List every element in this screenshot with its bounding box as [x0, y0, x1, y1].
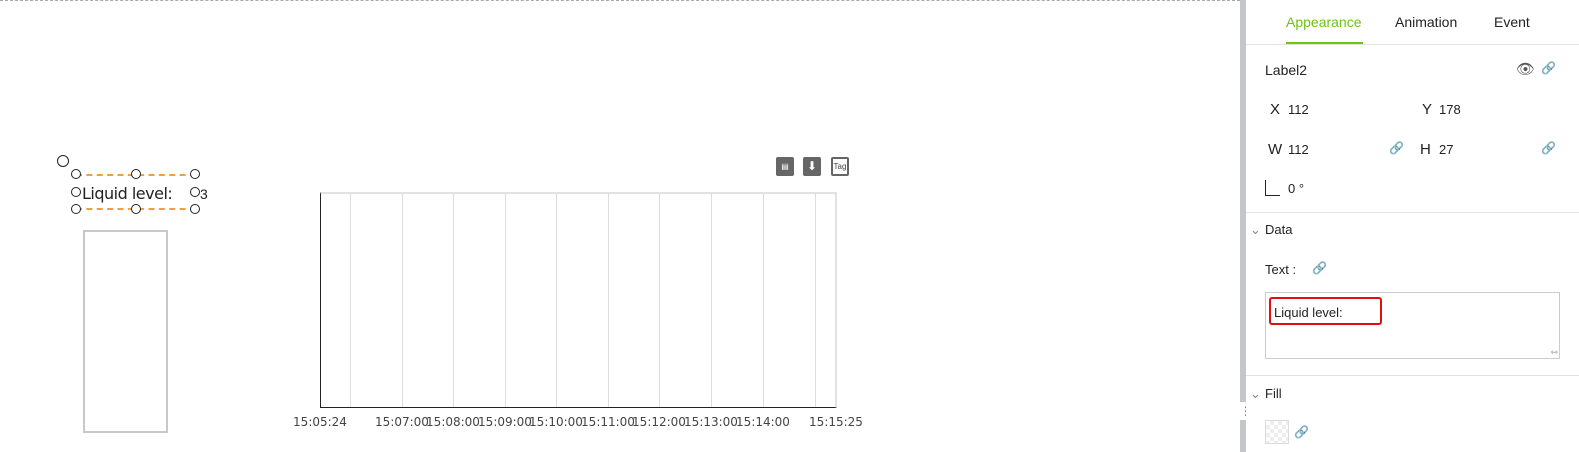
resize-grip-icon[interactable]: ⇿: [1550, 347, 1558, 357]
resize-handle[interactable]: [190, 187, 200, 197]
x-tick-label: 15:08:00: [426, 415, 480, 429]
divider: [1246, 212, 1579, 213]
text-label: Text :: [1265, 262, 1297, 277]
x-tick-label: 15:05:24: [293, 415, 347, 429]
tab-event[interactable]: Event: [1494, 14, 1530, 30]
link-icon[interactable]: 🔗: [1541, 141, 1556, 155]
rotation-input[interactable]: 0 °: [1288, 181, 1305, 196]
x-tick-label: 15:12:00: [632, 415, 686, 429]
w-label: W: [1268, 141, 1283, 158]
tab-animation[interactable]: Animation: [1395, 14, 1458, 30]
report-search-icon[interactable]: ▤: [776, 157, 794, 176]
design-canvas[interactable]: Liquid level: 3 ▤ ⬇ Tag 15:05:24 15:07:00…: [0, 0, 1240, 452]
chevron-down-icon[interactable]: ⌄: [1250, 386, 1261, 401]
x-tick-label: 15:11:00: [581, 415, 635, 429]
resize-handle[interactable]: [71, 204, 81, 214]
chart-gridline: [453, 193, 454, 407]
resize-handle[interactable]: [190, 169, 200, 179]
divider: [1246, 44, 1579, 45]
y-input[interactable]: 178: [1439, 102, 1461, 117]
x-tick-label: 15:13:00: [684, 415, 738, 429]
divider: [1246, 375, 1579, 376]
chart-gridline: [659, 193, 660, 407]
x-tick-label: 15:15:25: [809, 415, 863, 429]
x-tick-label: 15:10:00: [529, 415, 583, 429]
chart-gridline: [815, 193, 816, 407]
properties-panel: Appearance Animation Event Label2 👁 🔗 X …: [1246, 0, 1579, 452]
chart-gridline: [505, 193, 506, 407]
fill-section-header[interactable]: Fill: [1265, 386, 1282, 401]
x-tick-label: 15:14:00: [736, 415, 790, 429]
resize-handle[interactable]: [190, 204, 200, 214]
h-label: H: [1420, 141, 1431, 158]
tab-appearance[interactable]: Appearance: [1286, 14, 1362, 30]
resize-handle[interactable]: [131, 169, 141, 179]
y-label: Y: [1422, 101, 1433, 118]
chart-gridline: [350, 193, 351, 407]
text-highlight: [1269, 297, 1382, 325]
tab-active-indicator: [1286, 42, 1363, 44]
h-input[interactable]: 27: [1439, 142, 1454, 157]
chart-gridline: [556, 193, 557, 407]
tank-widget[interactable]: [83, 230, 168, 433]
x-input[interactable]: 112: [1288, 102, 1309, 117]
chart-gridline: [402, 193, 403, 407]
trend-chart[interactable]: [320, 192, 837, 408]
resize-handle[interactable]: [71, 169, 81, 179]
text-textarea[interactable]: Liquid level: ⇿: [1265, 292, 1560, 359]
download-icon[interactable]: ⬇: [803, 157, 821, 176]
x-label: X: [1270, 101, 1281, 118]
chart-gridline: [763, 193, 764, 407]
resize-handle[interactable]: [71, 187, 81, 197]
link-icon[interactable]: 🔗: [1294, 425, 1309, 439]
x-tick-label: 15:07:00: [375, 415, 429, 429]
x-tick-label: 15:09:00: [478, 415, 532, 429]
link-icon[interactable]: 🔗: [1389, 141, 1404, 155]
link-icon[interactable]: 🔗: [1312, 261, 1327, 275]
tag-icon[interactable]: Tag: [831, 157, 849, 176]
chart-gridline: [711, 193, 712, 407]
chart-gridline: [608, 193, 609, 407]
eye-icon[interactable]: 👁: [1516, 61, 1536, 78]
rotation-icon: [1265, 180, 1280, 196]
resize-handle[interactable]: [131, 204, 141, 214]
rotate-handle[interactable]: [57, 155, 69, 167]
text-value: Liquid level:: [1274, 305, 1343, 320]
link-icon[interactable]: 🔗: [1541, 61, 1556, 75]
w-input[interactable]: 112: [1288, 142, 1309, 157]
data-section-header[interactable]: Data: [1265, 222, 1293, 237]
widget-name: Label2: [1265, 62, 1308, 78]
label-widget-trailing: 3: [200, 186, 208, 202]
fill-color-swatch[interactable]: [1265, 420, 1289, 444]
chevron-down-icon[interactable]: ⌄: [1250, 222, 1261, 237]
label-widget-text: Liquid level:: [82, 184, 173, 203]
